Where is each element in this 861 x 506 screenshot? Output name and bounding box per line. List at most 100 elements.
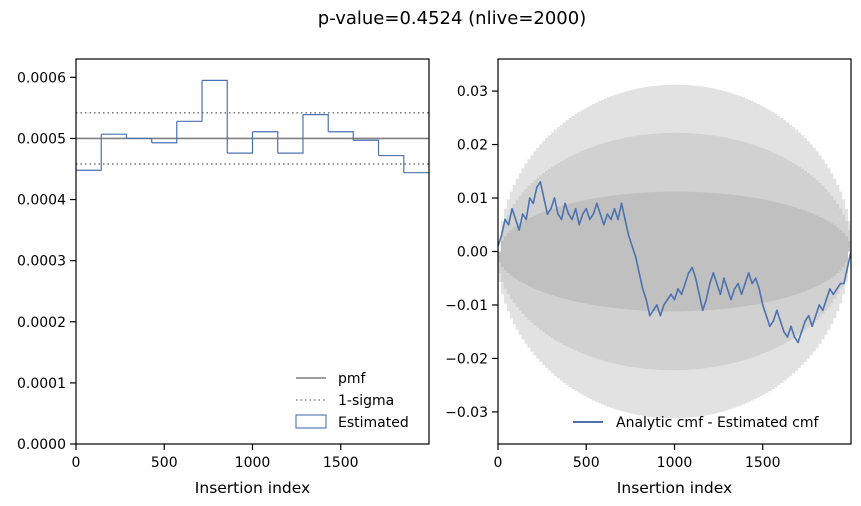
- cmf-line-segment: [560, 202, 566, 221]
- cmf-plot-area: [498, 84, 851, 419]
- cmf-line-segment: [578, 213, 584, 226]
- cmf-line-segment: [807, 314, 813, 328]
- cmf-line-segment: [680, 282, 686, 296]
- cmf-line-segment: [500, 218, 506, 237]
- cmf-line-segment: [719, 277, 725, 296]
- cmf-line-segment: [507, 207, 513, 226]
- histogram-bin: [353, 139, 380, 156]
- histogram-bin: [227, 131, 254, 154]
- histogram-bin: [176, 80, 203, 122]
- cmf-legend: Analytic cmf - Estimated cmf: [573, 415, 819, 431]
- cmf-line-segment: [673, 288, 679, 301]
- histogram-bin: [76, 134, 102, 171]
- cmf-line-segment: [772, 309, 778, 322]
- legend-cmf-label: Analytic cmf - Estimated cmf: [616, 415, 819, 431]
- cmf-axes-frame: [497, 58, 852, 445]
- cmf-line-segment: [553, 197, 559, 215]
- y-tick-label: 0.0003: [17, 254, 66, 270]
- cmf-line-segment: [525, 197, 531, 221]
- cmf-line-segment: [581, 207, 588, 215]
- cmf-line-segment: [786, 325, 792, 338]
- cmf-line-segment: [811, 314, 817, 328]
- cmf-line-segment: [511, 207, 517, 221]
- y-tick-label: 0.0006: [17, 70, 66, 86]
- cmf-line-segment: [716, 282, 722, 296]
- cmf-line-segment: [666, 293, 672, 301]
- cmf-line-segment: [740, 282, 746, 296]
- cmf-line-segment: [606, 213, 612, 221]
- y-tick-label: 0.01: [457, 191, 488, 207]
- cmf-line-segment: [751, 277, 757, 285]
- cmf-line-segment: [825, 288, 831, 301]
- histogram-panel: 0.0000 0.0001 0.0002 0.0003 0.0004 0.0005 0.00…: [17, 58, 430, 497]
- x-tick-label: 1000: [657, 455, 693, 471]
- y-tick-label: −0.01: [445, 298, 488, 314]
- histogram-bin: [328, 131, 354, 141]
- cmf-line-segment: [631, 245, 637, 258]
- histogram-bin: [302, 114, 329, 132]
- cmf-line-segment: [779, 320, 785, 333]
- cmf-line-segment: [744, 272, 750, 285]
- y-tick-label: 0.02: [457, 138, 488, 154]
- y-tick-label: 0.0002: [17, 315, 66, 331]
- histogram-plot-area: [76, 79, 429, 174]
- cmf-line-segment: [836, 282, 842, 290]
- cmf-line-segment: [592, 202, 598, 215]
- cmf-panel: −0.03 −0.02 −0.01 0.00 0.01 0.02 0.03 0 500 1000…: [445, 58, 852, 497]
- cmf-line-segment: [698, 293, 704, 312]
- cmf-line-segment: [571, 207, 577, 221]
- cmf-line-segment: [599, 213, 605, 226]
- cmf-line-segment: [793, 336, 799, 344]
- cmf-line-segment: [797, 330, 803, 344]
- y-tick-label: 0.00: [457, 245, 488, 261]
- cmf-line-segment: [550, 197, 556, 210]
- y-tick-label: −0.03: [445, 405, 488, 421]
- cmf-line-segment: [610, 207, 616, 221]
- cmf-line-segment: [691, 266, 697, 280]
- cmf-line-segment: [843, 266, 849, 285]
- cmf-line-segment: [659, 304, 665, 317]
- cmf-line-segment: [761, 304, 768, 317]
- cmf-line-segment: [627, 234, 633, 247]
- cmf-line-segment: [754, 277, 761, 290]
- cmf-line-segment: [670, 293, 676, 301]
- cmf-line-segment: [634, 256, 641, 274]
- cmf-line-segment: [546, 207, 552, 215]
- cmf-line-segment: [708, 272, 715, 285]
- histogram-legend: pmf 1-sigma Estimated: [295, 371, 409, 431]
- cmf-line-segment: [814, 304, 821, 317]
- 1-sigma-band: [498, 191, 851, 312]
- cmf-line-segment: [652, 304, 658, 312]
- cmf-line-segment: [733, 282, 739, 290]
- cmf-line-segment: [663, 298, 669, 306]
- cmf-line-segment: [532, 186, 538, 205]
- cmf-line-segment: [701, 298, 708, 312]
- cmf-line-segment: [758, 288, 764, 306]
- cmf-line-segment: [645, 298, 651, 317]
- x-tick-label: 500: [573, 455, 600, 471]
- histogram-x-axis: 0 500 1000 1500: [72, 444, 359, 471]
- cmf-y-axis: −0.03 −0.02 −0.01 0.00 0.01 0.02 0.03: [445, 84, 498, 421]
- cmf-line-segment: [641, 288, 648, 301]
- histogram-bin: [202, 79, 228, 154]
- cmf-line-segment: [514, 218, 520, 231]
- cmf-line-segment: [723, 277, 729, 290]
- cmf-line-segment: [585, 207, 591, 221]
- cmf-line-segment: [800, 320, 806, 333]
- histogram-bin: [101, 133, 128, 139]
- y-tick-label: 0.0000: [17, 437, 66, 453]
- cmf-line-segment: [726, 288, 732, 301]
- y-tick-label: 0.0005: [17, 131, 66, 147]
- figure-title: p-value=0.4524 (nlive=2000): [318, 8, 586, 29]
- cmf-line-segment: [832, 288, 838, 296]
- cmf-line-segment: [543, 197, 549, 215]
- histogram-bin: [252, 131, 279, 154]
- histogram-x-axis-label: Insertion index: [195, 479, 310, 497]
- cmf-line-segment: [765, 314, 771, 328]
- cmf-line-segment: [776, 309, 782, 322]
- legend-1-sigma-label: 1-sigma: [338, 393, 394, 409]
- cmf-line-segment: [574, 207, 580, 226]
- cmf-line-segment: [712, 272, 718, 285]
- y-tick-label: 0.03: [457, 84, 488, 100]
